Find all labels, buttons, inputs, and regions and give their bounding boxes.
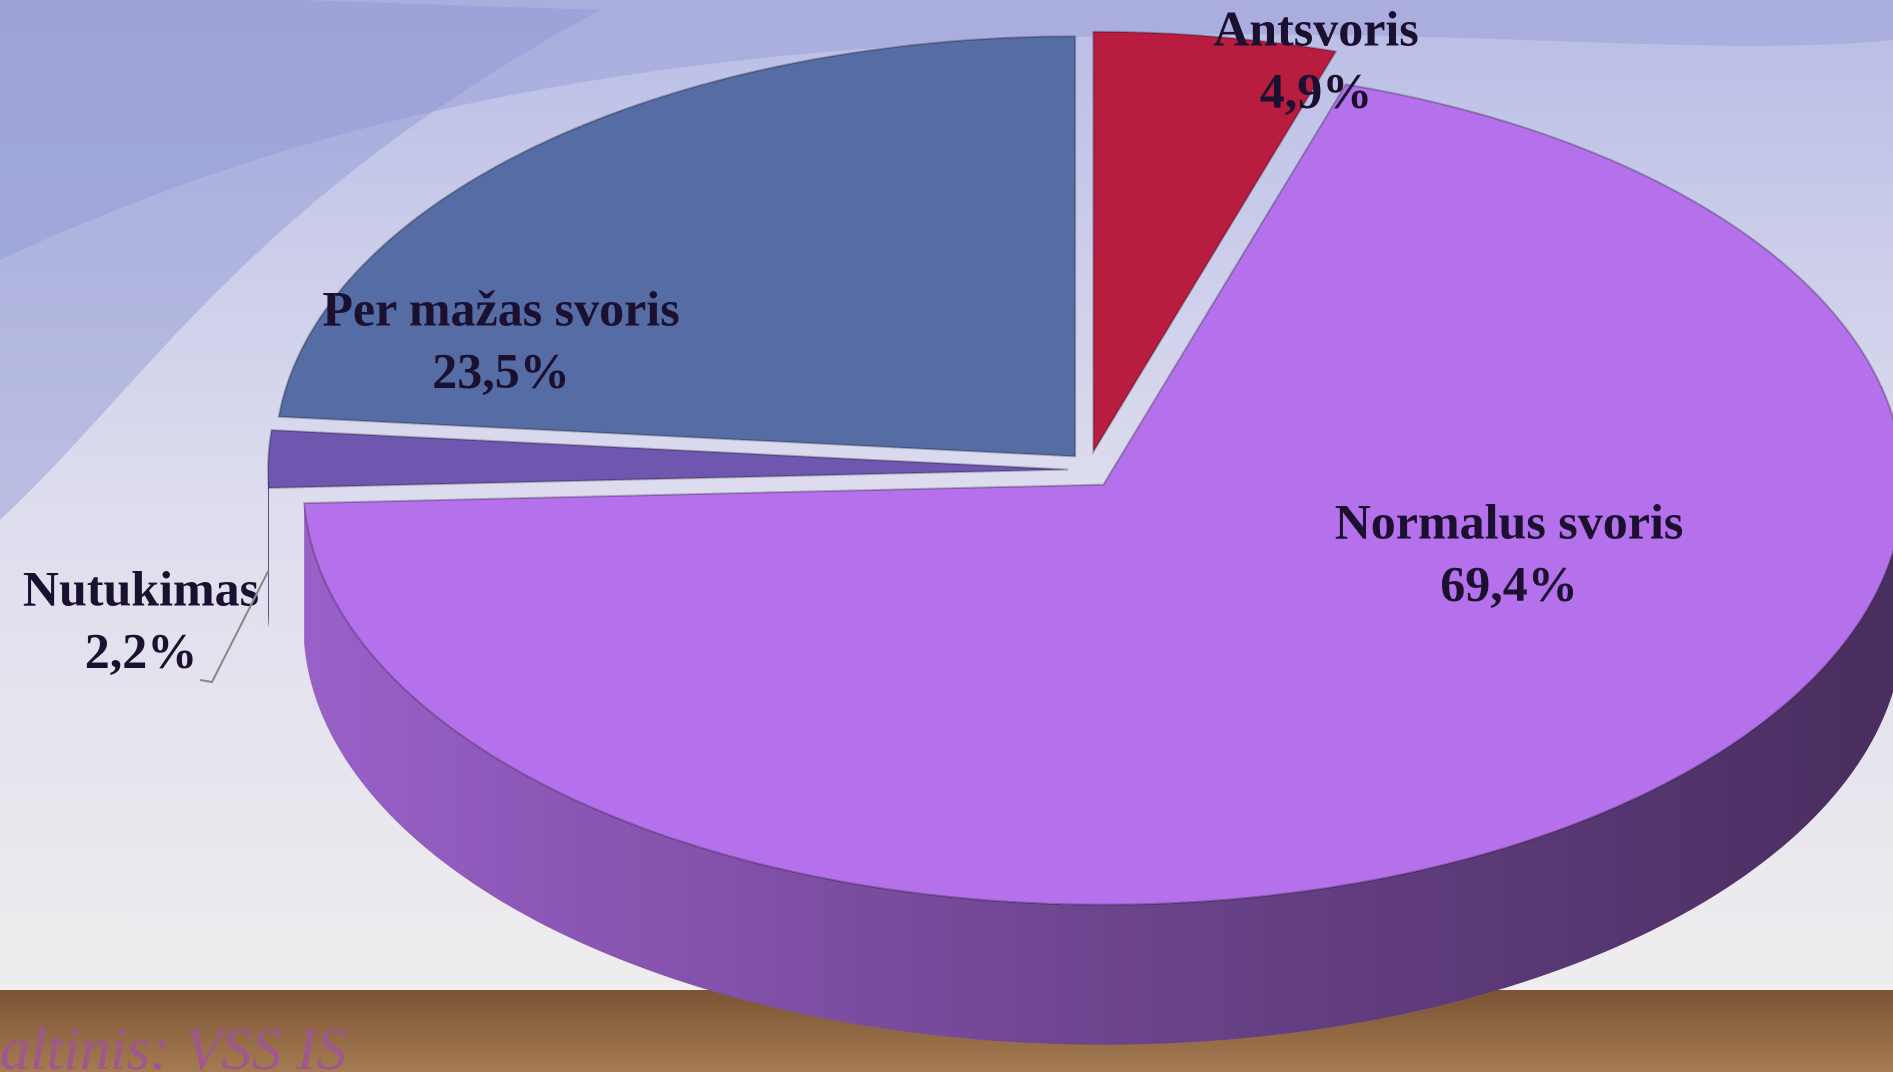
slice-label: Per mažas svoris — [322, 280, 679, 336]
slice — [267, 428, 1069, 490]
slice-label: Antsvoris — [1213, 0, 1419, 56]
slice — [1092, 30, 1338, 456]
brush-stroke — [0, 0, 600, 520]
slice-side-shade — [268, 469, 269, 629]
slice-value: 23,5% — [432, 342, 570, 398]
source: altinis: VSS IS — [0, 1016, 347, 1072]
slice-value: 2,2% — [85, 622, 198, 678]
slice-value: 69,4% — [1440, 555, 1578, 611]
slice — [277, 35, 1077, 458]
slice — [303, 83, 1893, 906]
slice-value: 4,9% — [1260, 62, 1373, 118]
slice-label: Normalus svoris — [1335, 493, 1684, 549]
slice-side-shade — [304, 503, 1893, 1045]
pie — [267, 30, 1893, 1045]
leader-line — [199, 570, 270, 684]
brush-stroke — [0, 0, 1893, 260]
slice-label: Nutukimas — [23, 560, 259, 616]
